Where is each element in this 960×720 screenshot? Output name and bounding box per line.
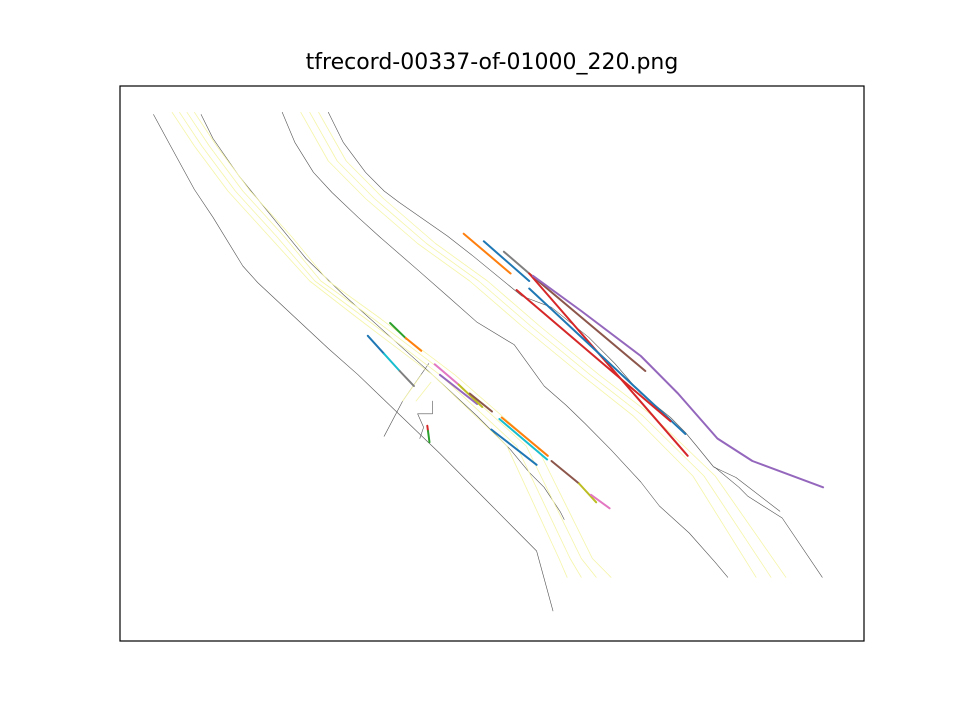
trajectory-23 xyxy=(528,287,687,435)
trajectory-1 xyxy=(366,334,386,355)
road-boundary-3 xyxy=(281,112,729,578)
trajectory-13 xyxy=(550,460,580,485)
trajectories xyxy=(366,232,825,510)
trajectory-18 xyxy=(462,232,512,275)
lane-centerline-5 xyxy=(300,111,757,578)
trajectory-20 xyxy=(502,250,531,275)
road-boundary-6 xyxy=(417,400,433,439)
trajectory-17 xyxy=(427,430,431,444)
lane-centerline-2 xyxy=(179,111,582,578)
chart-title: tfrecord-00337-of-01000_220.png xyxy=(305,50,679,75)
trajectory-25 xyxy=(531,274,825,489)
trajectory-22 xyxy=(528,272,689,457)
trajectory-19 xyxy=(482,240,531,282)
lane-centerline-7 xyxy=(318,111,787,578)
trajectory-14 xyxy=(578,482,598,504)
lane-centerline-1 xyxy=(171,111,568,578)
road-boundary-1 xyxy=(153,114,554,612)
lane-centerlines xyxy=(171,111,787,578)
trajectory-11 xyxy=(498,418,549,461)
lane-centerline-8 xyxy=(402,374,422,402)
road-boundary-4 xyxy=(327,112,781,512)
plot-frame xyxy=(119,85,865,642)
trajectory-8 xyxy=(457,383,484,408)
trajectory-21 xyxy=(528,272,647,372)
trajectory-9 xyxy=(468,392,493,413)
trajectory-3 xyxy=(404,337,423,352)
trajectory-4 xyxy=(383,352,401,372)
road-boundary-7 xyxy=(714,466,823,578)
lane-centerline-4 xyxy=(193,111,612,578)
trajectory-10 xyxy=(500,416,549,457)
trajectory-2 xyxy=(389,322,408,340)
trajectory-12 xyxy=(490,428,538,466)
trajectory-7 xyxy=(438,373,479,405)
trajectory-24 xyxy=(515,289,672,423)
trajectory-6 xyxy=(433,363,460,386)
lane-centerline-6 xyxy=(309,111,772,578)
trajectory-15 xyxy=(590,493,611,510)
trajectory-5 xyxy=(398,370,415,387)
lane-centerline-3 xyxy=(186,111,597,578)
lane-centerline-9 xyxy=(415,381,432,402)
